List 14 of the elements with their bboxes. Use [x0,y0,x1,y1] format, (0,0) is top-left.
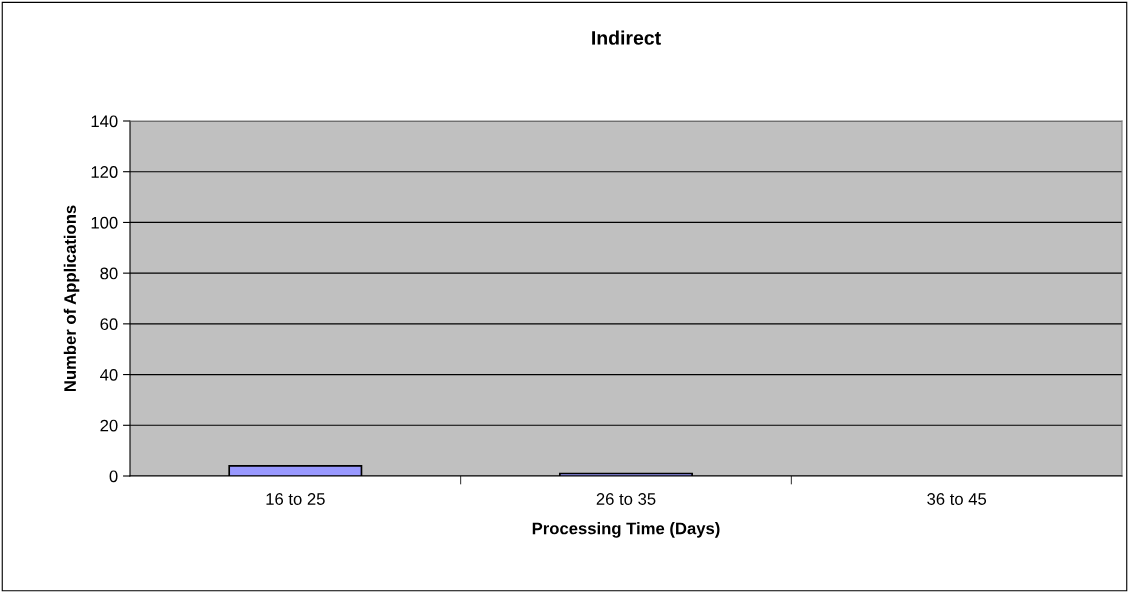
y-tick-label: 60 [100,318,118,331]
y-tick-label: 20 [100,419,118,432]
x-tick-label: 36 to 45 [927,493,987,505]
chart-title: Indirect [592,30,661,45]
y-tick-label: 40 [100,368,118,381]
x-axis-title: Processing Time (Days) [532,522,720,538]
y-tick-label: 0 [109,470,118,483]
x-tick-label: 16 to 25 [266,493,325,505]
y-axis-title: Number of Applications [63,205,80,392]
y-tick-label: 120 [91,166,118,178]
x-tick-label: 26 to 35 [596,493,656,505]
y-tick-label: 80 [100,267,118,280]
y-tick-label: 140 [91,115,118,128]
y-tick-label: 100 [91,216,118,229]
